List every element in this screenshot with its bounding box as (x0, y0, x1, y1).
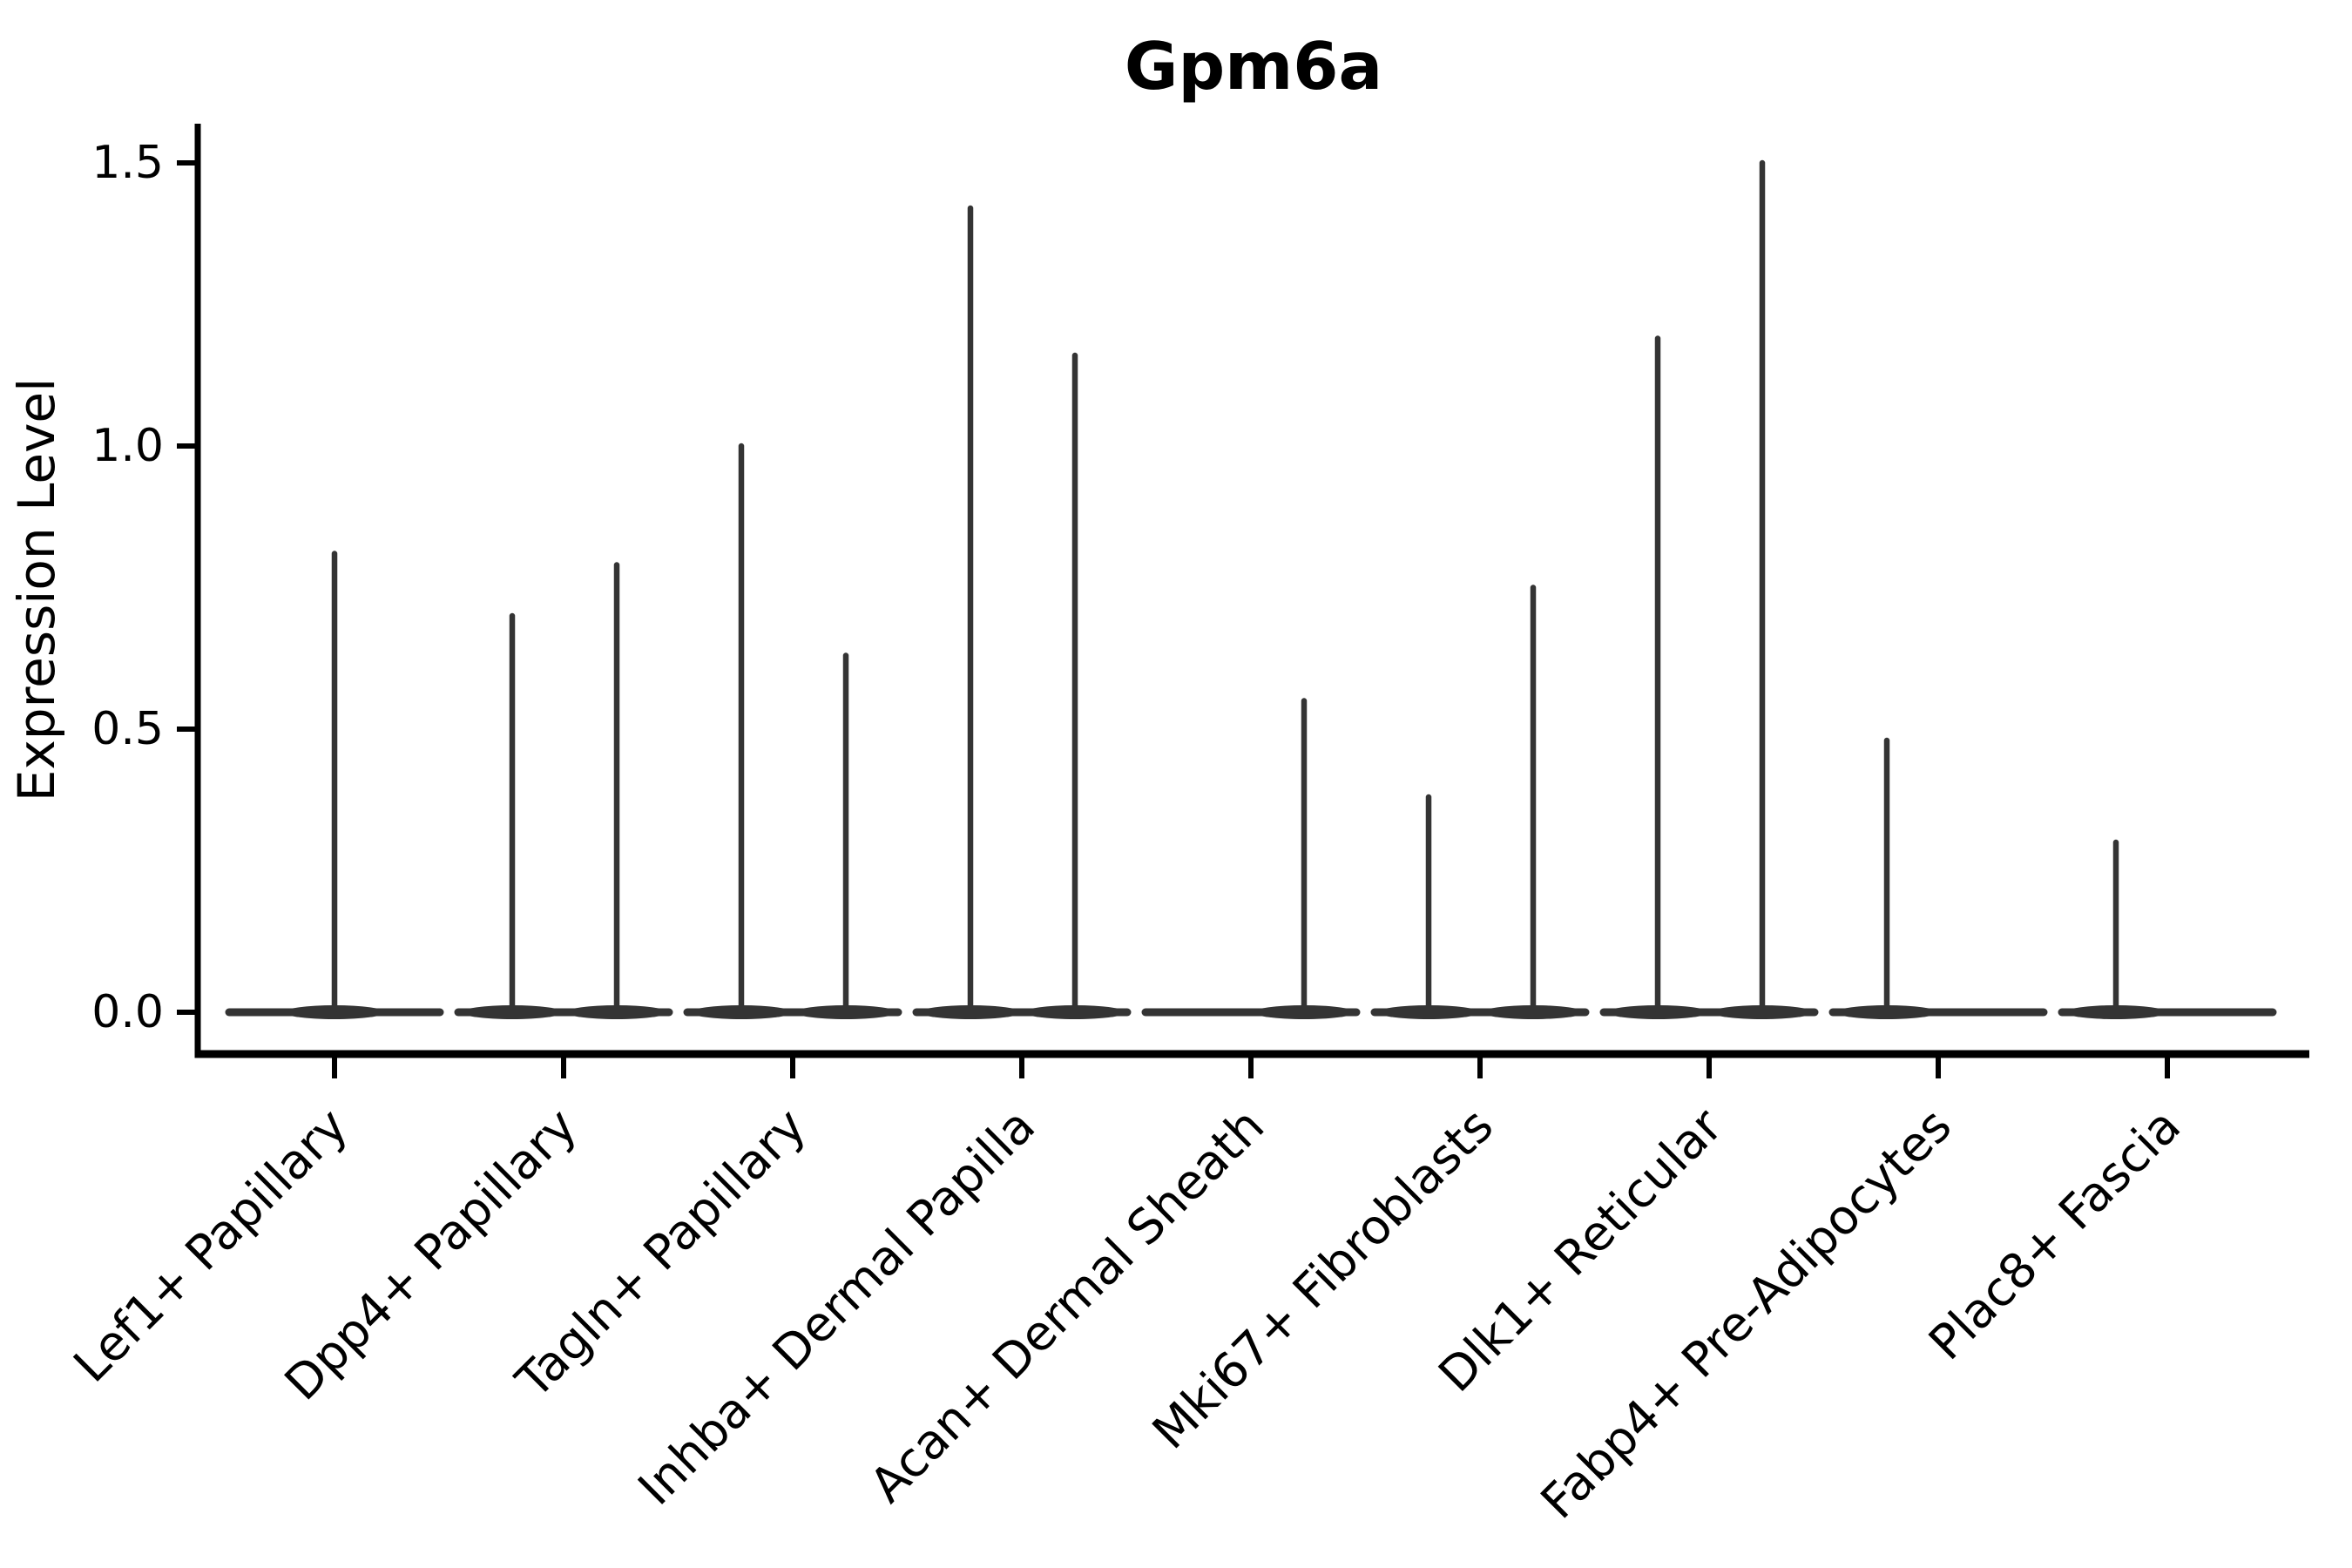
x-tick-label: Acan+ Dermal Sheath (859, 1098, 1274, 1513)
violins-layer (225, 159, 2277, 1019)
y-tick-label: 0.0 (91, 986, 164, 1038)
x-tick-label: Inhba+ Dermal Papilla (627, 1098, 1045, 1516)
x-tick-label: Fabp4+ Pre-Adipocytes (1530, 1098, 1962, 1530)
y-axis-ticks: 0.0 0.5 1.0 1.5 (91, 137, 198, 1038)
chart-title: Gpm6a (1125, 28, 1382, 105)
y-axis-label: Expression Level (7, 378, 66, 801)
y-tick-label: 1.5 (91, 137, 164, 189)
y-tick-label: 1.0 (91, 420, 164, 472)
y-tick-label: 0.5 (91, 703, 164, 755)
